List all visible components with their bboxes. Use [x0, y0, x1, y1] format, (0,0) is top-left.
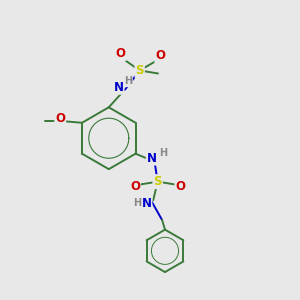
Text: N: N [141, 196, 152, 210]
Text: O: O [155, 49, 165, 62]
Text: N: N [113, 81, 124, 94]
Text: O: O [175, 180, 185, 193]
Text: S: S [135, 64, 144, 77]
Text: H: H [124, 76, 132, 86]
Text: H: H [133, 198, 141, 208]
Text: N: N [147, 152, 157, 165]
Text: O: O [116, 47, 126, 60]
Text: O: O [55, 112, 65, 125]
Text: S: S [153, 175, 162, 188]
Text: O: O [130, 180, 140, 193]
Text: H: H [159, 148, 167, 158]
